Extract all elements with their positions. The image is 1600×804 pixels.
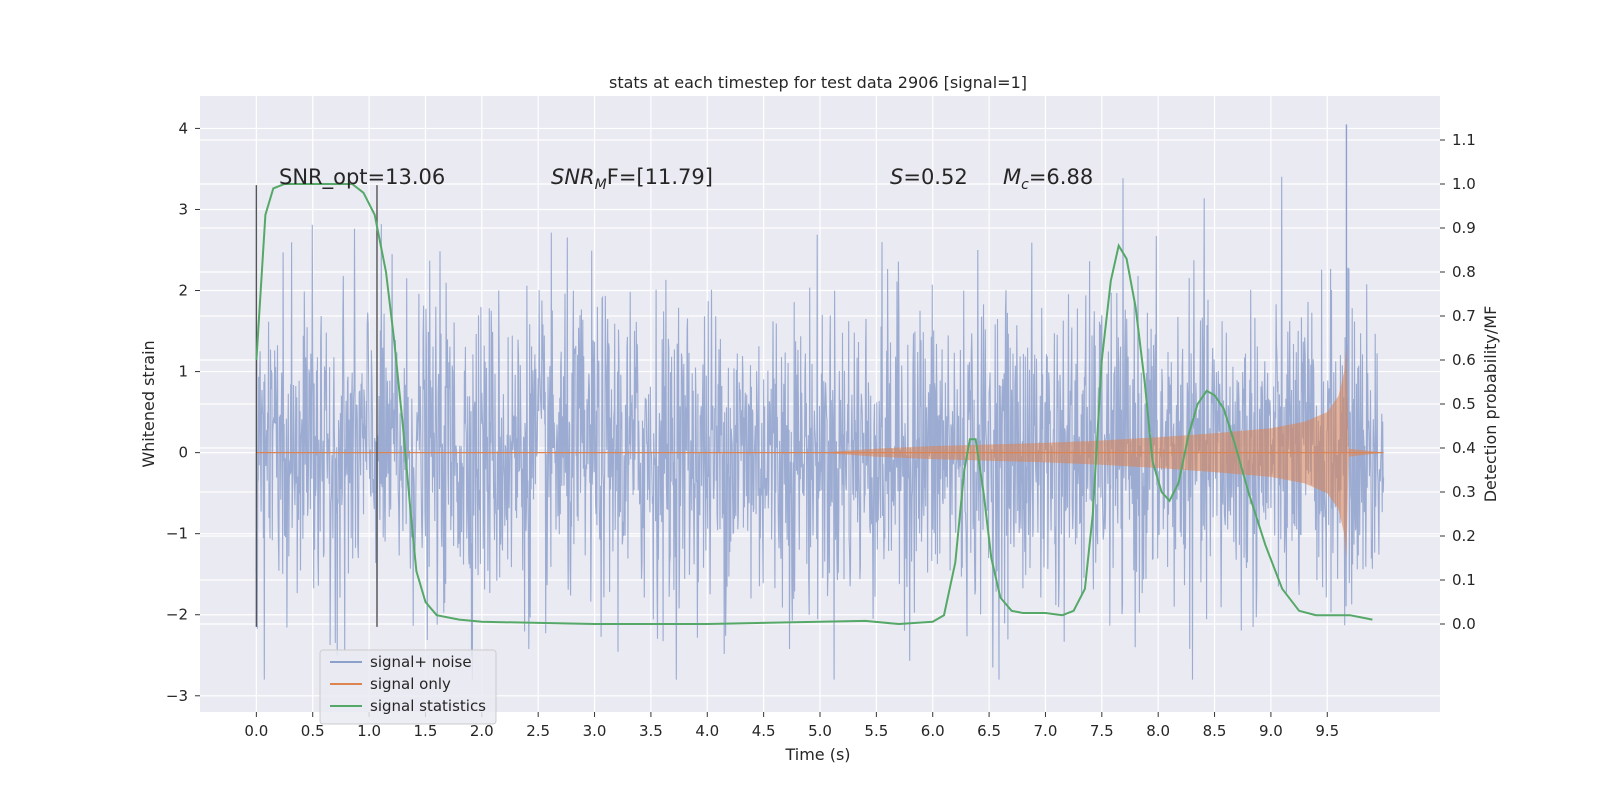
signal-statistics-line [255,183,1373,626]
x-axis-label: Time (s) [784,745,850,764]
x-tick-label: 0.0 [244,722,268,740]
x-tick-label: 6.5 [977,722,1001,740]
legend: signal+ noise signal only signal statist… [319,649,497,725]
right-y-tick-label: 0.4 [1452,439,1476,457]
s-value: =0.52 [903,165,967,189]
legend-box [319,649,497,725]
y-axis-label: Whitened strain [139,340,158,467]
right-y-tick-label: 0.6 [1452,351,1476,369]
x-tick-label: 1.5 [414,722,438,740]
s-symbol: S [890,165,903,189]
x-tick-label: 6.0 [921,722,945,740]
y-tick-label: 1 [178,363,188,381]
legend-label-signal-noise: signal+ noise [370,653,472,671]
mc-symbol: M [1003,165,1021,189]
x-tick-labels: 0.0 0.5 1.0 1.5 2.0 2.5 3.0 3.5 4.0 4.5 5.0 5.5 6.0 6… [244,722,1339,740]
x-tick-label: 2.5 [526,722,550,740]
x-tick-label: 1.0 [357,722,381,740]
legend-label-signal-only: signal only [370,675,451,693]
snr-mf-symbol: SNR [551,165,595,189]
x-tick-label: 4.0 [695,722,719,740]
y-tick-label: −2 [166,606,188,624]
x-tick-label: 8.5 [1203,722,1227,740]
right-y-tick-label: 1.0 [1452,175,1476,193]
y-tick-label: 3 [178,200,188,218]
x-tick-label: 2.0 [470,722,494,740]
right-y-tick-label: 0.7 [1452,307,1476,325]
y-tick-label: 2 [178,282,188,300]
annotation-snr-mf: SNRMF=[11.79] [551,165,713,193]
x-tick-label: 7.5 [1090,722,1114,740]
y-tick-label: 4 [178,119,188,137]
x-tick-label: 9.0 [1259,722,1283,740]
x-tick-label: 3.0 [583,722,607,740]
legend-label-signal-statistics: signal statistics [370,697,486,715]
y-tick-label: −1 [166,525,188,543]
y-axis-right-label: Detection probability/MF [1481,306,1500,503]
x-tick-label: 0.5 [301,722,325,740]
mc-subscript: c [1021,177,1029,193]
snr-mf-tail: F=[11.79] [607,165,713,189]
right-y-tick-label: 0.3 [1452,483,1476,501]
right-y-tick-label: 0.0 [1452,615,1476,633]
right-y-tick-label: 0.8 [1452,263,1476,281]
annotation-s: S=0.52 [890,165,968,189]
signal-noise-line [255,176,1385,680]
x-tick-label: 5.5 [864,722,888,740]
x-tick-label: 8.0 [1146,722,1170,740]
signal-only-series [256,347,1384,558]
right-y-tick-label: 0.9 [1452,219,1476,237]
mc-value: =6.88 [1029,165,1093,189]
chart-title: stats at each timestep for test data 290… [609,73,1027,92]
annotation-snr-opt: SNR_opt=13.06 [279,165,445,190]
x-tick-label: 5.0 [808,722,832,740]
right-y-tick-labels: 0.0 0.1 0.2 0.3 0.4 0.5 0.6 0.7 0.8 0.9 1.0 1.1 [1452,131,1476,633]
right-y-tick-label: 0.5 [1452,395,1476,413]
x-tick-label: 7.0 [1034,722,1058,740]
snr-mf-subscript: M [595,177,607,193]
right-y-tick-label: 0.2 [1452,527,1476,545]
y-tick-label: 0 [178,444,188,462]
annotation-mc: Mc=6.88 [1003,165,1093,193]
x-tick-label: 3.5 [639,722,663,740]
right-y-tick-label: 1.1 [1452,131,1476,149]
x-tick-label: 9.5 [1315,722,1339,740]
x-tick-label: 4.5 [752,722,776,740]
y-tick-labels: −3 −2 −1 0 1 2 3 4 [166,119,188,704]
y-tick-label: −3 [166,687,188,705]
signal-statistics-series [255,183,1373,626]
right-y-tick-label: 0.1 [1452,571,1476,589]
vertical-markers [255,185,378,627]
